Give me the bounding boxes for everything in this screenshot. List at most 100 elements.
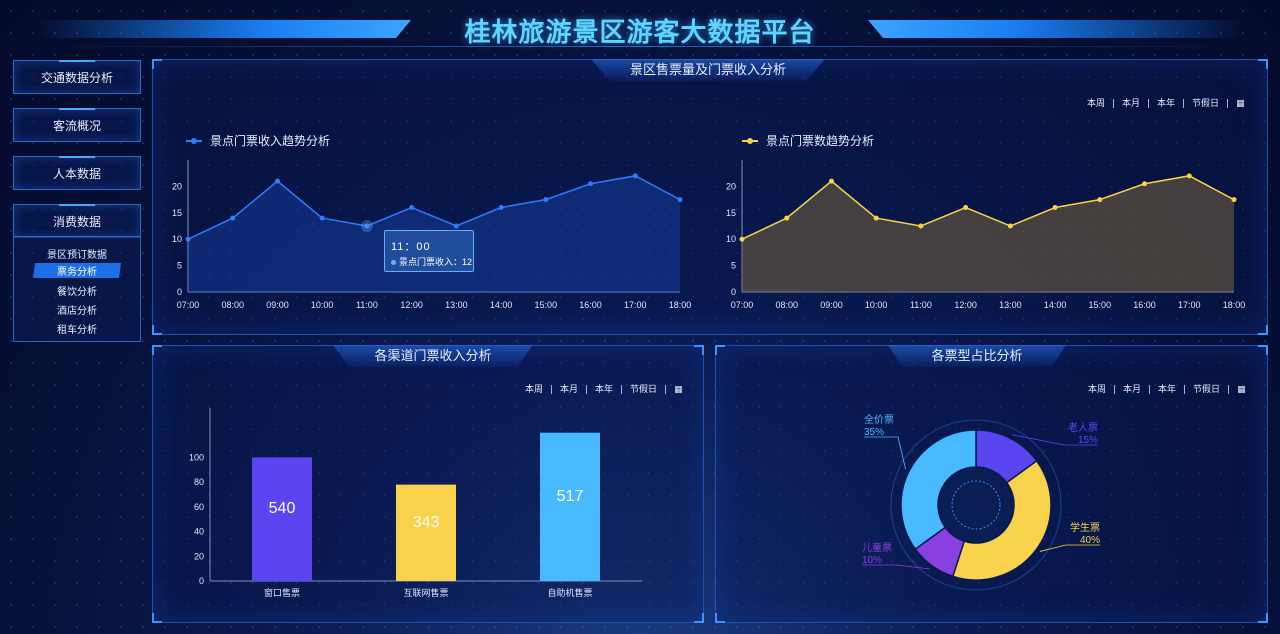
label-leader-line [862, 564, 930, 570]
panel-title: 景区售票量及门票收入分析 [591, 59, 825, 81]
x-tick-label: 17:00 [624, 300, 647, 310]
filter-week[interactable]: 本周 [517, 385, 553, 394]
y-tick-label: 40 [194, 527, 204, 537]
x-tick-label: 18:00 [669, 300, 692, 310]
filter-week[interactable]: 本周 [1080, 385, 1116, 394]
data-point [963, 205, 969, 211]
x-tick-label: 16:00 [579, 300, 602, 310]
x-tick-label: 13:00 [999, 300, 1022, 310]
tooltip-label: 景点门票收入：12 [399, 257, 473, 267]
data-point [364, 223, 370, 229]
donut-slice [951, 459, 1052, 581]
data-point [828, 178, 834, 184]
y-tick-label: 10 [172, 234, 182, 244]
slice-category-label: 儿童票 [862, 541, 892, 554]
slice-percent-label: 10% [862, 555, 882, 566]
x-tick-label: 10:00 [311, 300, 334, 310]
tooltip-value: 景点门票收入：12 [391, 255, 472, 268]
sidebar-item-people[interactable]: 人本数据 [13, 156, 141, 190]
x-tick-label: 18:00 [1223, 300, 1246, 310]
data-point [632, 173, 638, 179]
bar-value-label: 343 [413, 514, 440, 531]
data-point [873, 215, 879, 221]
filter-week[interactable]: 本周 [1079, 99, 1115, 108]
legend-label: 景点门票数趋势分析 [766, 134, 875, 148]
y-tick-label: 10 [726, 234, 736, 244]
submenu-item-ticketing[interactable]: 票务分析 [32, 263, 122, 278]
data-point [543, 197, 549, 203]
data-point [409, 205, 415, 211]
header: 桂林旅游景区游客大数据平台 [0, 0, 1280, 52]
donut-outer-ring [890, 419, 1062, 591]
header-divider [36, 46, 1244, 47]
panel-title: 各渠道门票收入分析 [333, 345, 533, 367]
slice-category-label: 全价票 [864, 413, 894, 426]
consumption-submenu: 景区预订数据 票务分析 餐饮分析 酒店分析 租车分析 [13, 236, 141, 342]
header-decor-left [36, 20, 411, 38]
filter-month[interactable]: 本月 [1114, 99, 1150, 108]
filter-holiday[interactable]: 节假日 [1185, 385, 1230, 394]
x-tick-label: 15:00 [535, 300, 558, 310]
filter-year[interactable]: 本年 [1150, 385, 1186, 394]
submenu-item-booking[interactable]: 景区预订数据 [47, 250, 107, 261]
sidebar-item-consumption[interactable]: 消费数据 [13, 204, 141, 238]
filter-holiday[interactable]: 节假日 [622, 385, 667, 394]
filter-month[interactable]: 本月 [1115, 385, 1151, 394]
bar-value-label: 540 [269, 500, 296, 517]
highlight-point [360, 220, 373, 232]
sidebar-item-visitor-flow[interactable]: 客流概况 [13, 108, 141, 142]
x-tick-label: 09:00 [820, 300, 843, 310]
series-line [741, 175, 1235, 240]
data-point [498, 205, 504, 211]
header-decor-right [868, 20, 1244, 38]
y-tick-label: 5 [731, 261, 736, 271]
panel-title: 各票型占比分析 [888, 345, 1066, 367]
filter-year[interactable]: 本年 [587, 385, 623, 394]
x-tick-label: 窗口售票 [264, 587, 300, 598]
x-tick-label: 15:00 [1089, 300, 1112, 310]
time-filters: 本周 本月 本年 节假日 ▦ [517, 384, 683, 395]
calendar-icon[interactable]: ▦ [1236, 98, 1245, 108]
y-tick-label: 0 [177, 287, 182, 297]
y-tick-label: 5 [177, 261, 182, 271]
y-tick-label: 100 [189, 452, 204, 462]
submenu-item-hotel[interactable]: 酒店分析 [57, 306, 97, 317]
label-leader-line [864, 436, 906, 470]
x-tick-label: 14:00 [1044, 300, 1067, 310]
y-tick-label: 60 [194, 502, 204, 512]
chart-tooltip: 11：00 景点门票收入：12 [384, 230, 474, 272]
x-tick-label: 08:00 [221, 300, 244, 310]
data-point [1231, 197, 1237, 203]
calendar-icon[interactable]: ▦ [674, 384, 683, 394]
submenu-item-car-rental[interactable]: 租车分析 [57, 325, 97, 336]
x-tick-label: 09:00 [266, 300, 289, 310]
x-tick-label: 17:00 [1178, 300, 1201, 310]
y-tick-label: 15 [726, 208, 736, 218]
slice-percent-label: 40% [1080, 535, 1100, 546]
page-title: 桂林旅游景区游客大数据平台 [464, 17, 816, 47]
filter-holiday[interactable]: 节假日 [1184, 99, 1229, 108]
x-tick-label: 12:00 [400, 300, 423, 310]
channel-revenue-bar-chart: 0 20 40 60 80 100 540 窗口售票 343 互联网售票 517 自助机售票 [189, 408, 642, 598]
data-point [677, 197, 683, 203]
data-point [319, 215, 325, 221]
data-point [739, 236, 745, 242]
filter-month[interactable]: 本月 [552, 385, 588, 394]
y-tick-label: 20 [726, 181, 736, 191]
calendar-icon[interactable]: ▦ [1237, 384, 1246, 394]
data-point [1186, 173, 1192, 179]
filter-year[interactable]: 本年 [1149, 99, 1185, 108]
y-tick-label: 80 [194, 477, 204, 487]
x-tick-label: 互联网售票 [403, 587, 448, 598]
data-point [1097, 197, 1103, 203]
x-tick-label: 13:00 [445, 300, 468, 310]
x-tick-label: 10:00 [865, 300, 888, 310]
donut-center [939, 468, 1013, 542]
submenu-item-dining[interactable]: 餐饮分析 [57, 287, 97, 298]
sidebar-item-traffic[interactable]: 交通数据分析 [13, 60, 141, 94]
data-point [230, 215, 236, 221]
tooltip-dot [391, 260, 396, 266]
submenu-item-ticketing-label: 票务分析 [57, 267, 97, 278]
legend-marker-yellow [742, 136, 758, 146]
